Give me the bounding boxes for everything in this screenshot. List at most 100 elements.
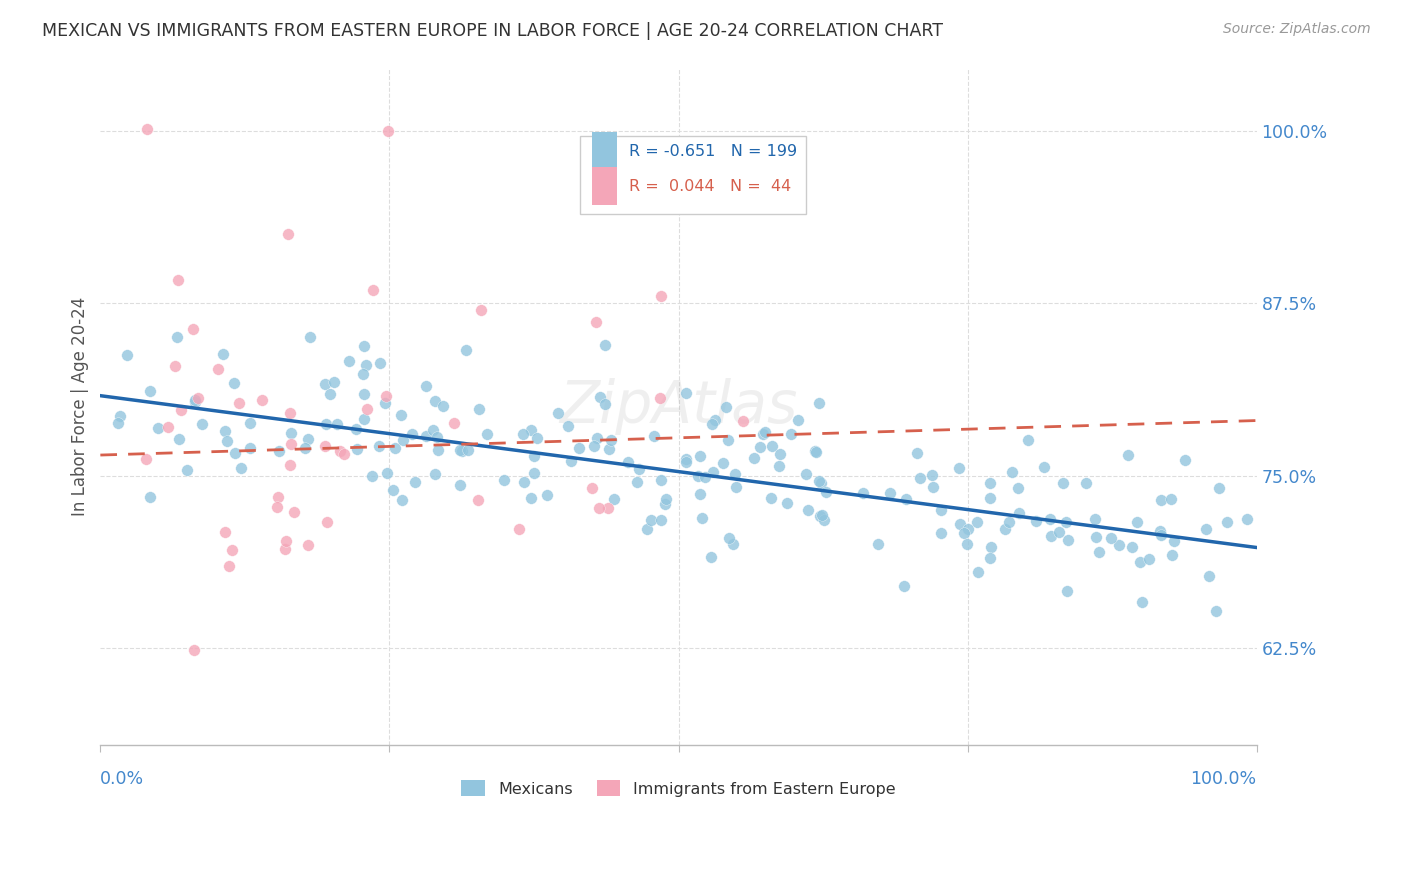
- Point: [389, 409, 412, 423]
- Point: [1161, 548, 1184, 562]
- Point: [353, 339, 375, 353]
- Point: [1121, 540, 1143, 554]
- Point: [1215, 516, 1237, 530]
- Point: [636, 522, 658, 536]
- Point: [1001, 465, 1024, 479]
- Point: [1056, 533, 1078, 548]
- Point: [689, 449, 711, 463]
- Point: [700, 549, 723, 564]
- Point: [181, 321, 204, 335]
- Point: [523, 466, 546, 480]
- Point: [593, 338, 616, 352]
- Point: [512, 426, 534, 441]
- Point: [467, 493, 489, 508]
- Point: [650, 289, 672, 303]
- Legend: Mexicans, Immigrants from Eastern Europe: Mexicans, Immigrants from Eastern Europe: [453, 772, 904, 805]
- Point: [717, 531, 740, 545]
- Point: [1052, 476, 1074, 491]
- Bar: [592, 132, 617, 169]
- Point: [921, 480, 943, 494]
- Point: [775, 496, 797, 510]
- Point: [211, 347, 233, 361]
- Text: 0.0%: 0.0%: [100, 770, 145, 788]
- Point: [454, 343, 477, 357]
- Point: [675, 386, 697, 401]
- Point: [702, 417, 724, 431]
- Point: [714, 401, 737, 415]
- Text: Source: ZipAtlas.com: Source: ZipAtlas.com: [1223, 22, 1371, 37]
- Point: [585, 315, 607, 329]
- Point: [1108, 538, 1130, 552]
- Point: [183, 395, 205, 409]
- Point: [1116, 448, 1139, 462]
- Point: [643, 429, 665, 443]
- Point: [979, 551, 1001, 566]
- Point: [769, 447, 792, 461]
- Point: [979, 491, 1001, 505]
- Point: [374, 396, 396, 410]
- Point: [520, 491, 543, 506]
- Point: [401, 426, 423, 441]
- Point: [598, 501, 620, 516]
- Point: [508, 522, 530, 536]
- Point: [733, 414, 755, 428]
- Point: [139, 490, 162, 504]
- Point: [582, 439, 605, 453]
- Point: [1088, 545, 1111, 559]
- Point: [956, 537, 979, 551]
- Point: [167, 432, 190, 446]
- Point: [929, 525, 952, 540]
- Point: [979, 475, 1001, 490]
- Point: [280, 436, 302, 450]
- Point: [1132, 595, 1154, 609]
- Point: [794, 467, 817, 481]
- Point: [780, 427, 803, 442]
- Point: [443, 416, 465, 430]
- Point: [536, 488, 558, 502]
- Point: [807, 474, 830, 488]
- Point: [274, 533, 297, 548]
- Point: [457, 443, 479, 458]
- Point: [148, 420, 170, 434]
- Point: [980, 541, 1002, 555]
- Point: [1236, 512, 1258, 526]
- Point: [315, 417, 337, 432]
- Point: [600, 433, 623, 447]
- Point: [1160, 491, 1182, 506]
- Point: [333, 447, 356, 461]
- Point: [214, 525, 236, 540]
- Point: [1032, 460, 1054, 475]
- Point: [252, 392, 274, 407]
- Point: [648, 392, 671, 406]
- Point: [1056, 584, 1078, 599]
- Point: [384, 441, 406, 455]
- Point: [326, 417, 349, 431]
- Text: ZipAtlas: ZipAtlas: [560, 378, 797, 435]
- Point: [423, 394, 446, 409]
- Text: MEXICAN VS IMMIGRANTS FROM EASTERN EUROPE IN LABOR FORCE | AGE 20-24 CORRELATION: MEXICAN VS IMMIGRANTS FROM EASTERN EUROP…: [42, 22, 943, 40]
- Point: [214, 425, 236, 439]
- Point: [346, 442, 368, 456]
- Point: [368, 356, 391, 370]
- Point: [894, 491, 917, 506]
- Point: [294, 441, 316, 455]
- Point: [949, 516, 972, 531]
- Point: [966, 515, 988, 529]
- Point: [468, 402, 491, 417]
- Point: [1047, 524, 1070, 539]
- Point: [1040, 529, 1063, 543]
- Point: [449, 478, 471, 492]
- Point: [617, 455, 640, 469]
- Text: R =  0.044   N =  44: R = 0.044 N = 44: [628, 178, 792, 194]
- Point: [356, 401, 378, 416]
- Point: [229, 460, 252, 475]
- Point: [929, 503, 952, 517]
- Point: [786, 413, 808, 427]
- Point: [426, 442, 449, 457]
- Point: [690, 511, 713, 525]
- Point: [693, 470, 716, 484]
- Point: [1099, 531, 1122, 545]
- Point: [905, 446, 928, 460]
- Point: [1198, 569, 1220, 583]
- Point: [299, 330, 322, 344]
